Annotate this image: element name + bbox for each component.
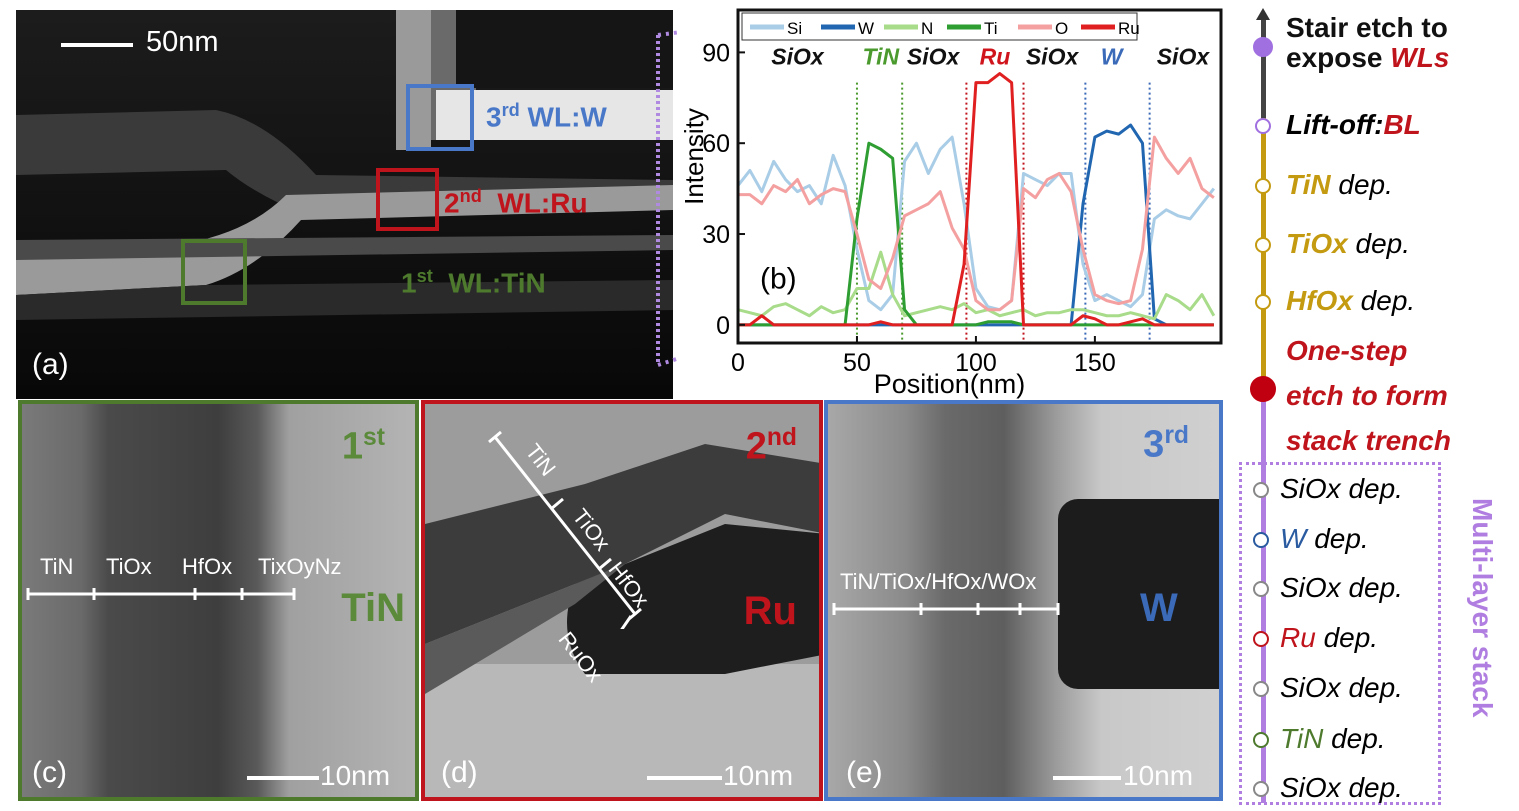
panel-a-sem-image: 50nm (a) 3rd WL:W 2nd WL:Ru 1st WL:TiN (16, 10, 673, 399)
arrow-up-icon (1256, 8, 1270, 20)
panel-label: (c) (32, 756, 67, 789)
region-label: SiOx (907, 43, 961, 69)
step-dot-icon (1253, 732, 1269, 748)
sem-structure (16, 10, 673, 399)
legend-box (741, 12, 1138, 41)
flow-step-13: SiOx dep. (1280, 772, 1403, 803)
wl-ordinal: 3rd (1143, 422, 1189, 466)
legend-label-Ru: Ru (1118, 19, 1140, 38)
flow-step-1: Stair etch to expose WLs (1286, 12, 1450, 73)
wl3-label: 3rd WL:W (486, 100, 607, 133)
step-dot-icon (1253, 532, 1269, 548)
wl2-box (376, 168, 439, 231)
panel-label: (a) (32, 348, 69, 381)
region-label: SiOx (1026, 43, 1080, 69)
wl-ordinal: 2nd (745, 424, 797, 468)
y-tick-label: 90 (702, 39, 730, 67)
plot-frame (736, 8, 1223, 345)
layer-label: TiOx (106, 554, 152, 579)
panel-label: (d) (441, 756, 478, 789)
legend-label-Si: Si (787, 19, 802, 38)
w-layer (1058, 499, 1219, 689)
flow-step-7: SiOx dep. (1280, 473, 1403, 504)
layer-label: TixOyNz (258, 554, 342, 579)
panel-d-tem-image: 2nd Ru TiN TiOx HfOx RuOx (d) 10nm (421, 400, 823, 801)
step-dot-icon (1255, 294, 1271, 310)
scale-bar (647, 776, 722, 780)
region-label: TiN (862, 43, 899, 69)
legend-label-Ti: Ti (984, 19, 998, 38)
series-line-Ru (738, 72, 1214, 327)
panel-label: (e) (846, 756, 883, 789)
panel-e-tem-image: 3rd W TiN/TiOx/HfOx/WOx (e) 10nm (824, 400, 1223, 801)
layer-label: HfOx (182, 554, 233, 579)
flow-step-11: SiOx dep. (1280, 672, 1403, 703)
measurement-ruler (26, 588, 296, 600)
scale-bar-label: 10nm (1123, 760, 1194, 791)
flow-step-10: Ru dep. (1280, 622, 1379, 653)
step-dot-icon (1255, 237, 1271, 253)
wl1-box (181, 239, 247, 305)
scale-bar-label: 50nm (146, 26, 219, 58)
x-tick-label: 100 (955, 349, 997, 377)
flow-step-9: SiOx dep. (1280, 572, 1403, 603)
material-label: TiN (341, 586, 405, 630)
region-label: SiOx (771, 43, 825, 69)
flow-step-5: HfOx dep. (1286, 285, 1416, 316)
material-label: W (1140, 586, 1178, 630)
flow-step-6: One-step etch to form stack trench (1286, 335, 1451, 456)
panel-label: (b) (760, 263, 797, 296)
wl3-box (406, 84, 474, 151)
legend-label-N: N (921, 19, 933, 38)
y-tick-label: 30 (702, 221, 730, 249)
step-dot-icon (1253, 781, 1269, 797)
flow-step-3: TiN dep. (1286, 169, 1393, 200)
multilayer-group-label: Multi-layer stack (1467, 498, 1498, 718)
multilayer-group-box (1239, 462, 1441, 805)
step-dot-icon (1253, 37, 1273, 57)
x-tick-label: 0 (731, 349, 745, 377)
region-label: SiOx (1157, 43, 1211, 69)
x-axis-label: Position(nm) (874, 369, 1026, 399)
eds-line-profile-chart: 0 50 100 150 0 30 60 90 Position(nm) Intensity (b)… (680, 0, 1240, 400)
region-label: W (1101, 43, 1125, 69)
region-label: Ru (980, 43, 1011, 69)
panel-c-tem-image: 1st TiN TiN TiOx HfOx TixOyNz (c) 10nm (18, 400, 419, 801)
measurement-ruler (488, 430, 642, 629)
flow-line (1261, 18, 1266, 118)
x-tick-label: 150 (1074, 349, 1116, 377)
series-line-O (738, 135, 1215, 312)
flow-step-8: W dep. (1280, 523, 1369, 554)
legend-label-W: W (858, 19, 874, 38)
step-dot-icon (1253, 482, 1269, 498)
scale-bar (1053, 776, 1121, 780)
x-tick-label: 50 (843, 349, 871, 377)
step-dot-icon (1253, 581, 1269, 597)
scale-bar-label: 10nm (320, 760, 391, 791)
step-dot-icon (1253, 631, 1269, 647)
material-label: Ru (743, 589, 797, 633)
scale-bar-label: 10nm (723, 760, 794, 791)
measurement-ruler (832, 603, 1060, 615)
layer-label: TiN (40, 554, 74, 579)
flow-step-2: Lift-off:BL (1286, 109, 1421, 140)
step-dot-icon (1255, 178, 1271, 194)
layer-label: TiN/TiOx/HfOx/WOx (840, 569, 1037, 594)
y-axis-label: Intensity (680, 108, 709, 205)
flow-step-12: TiN dep. (1280, 723, 1386, 754)
flow-step-4: TiOx dep. (1286, 228, 1411, 259)
y-tick-label: 60 (702, 130, 730, 158)
tem-structure (425, 404, 819, 797)
step-dot-icon (1250, 376, 1276, 402)
scale-bar (247, 776, 319, 780)
step-dot-icon (1255, 118, 1271, 134)
step-dot-icon (1253, 681, 1269, 697)
series-line-N (737, 250, 1216, 321)
wl2-label: 2nd WL:Ru (444, 186, 588, 219)
legend-label-O: O (1055, 19, 1068, 38)
wl-ordinal: 1st (341, 424, 385, 468)
wl1-label: 1st WL:TiN (401, 266, 546, 299)
y-tick-label: 0 (716, 312, 730, 340)
flow-line (1261, 118, 1266, 388)
